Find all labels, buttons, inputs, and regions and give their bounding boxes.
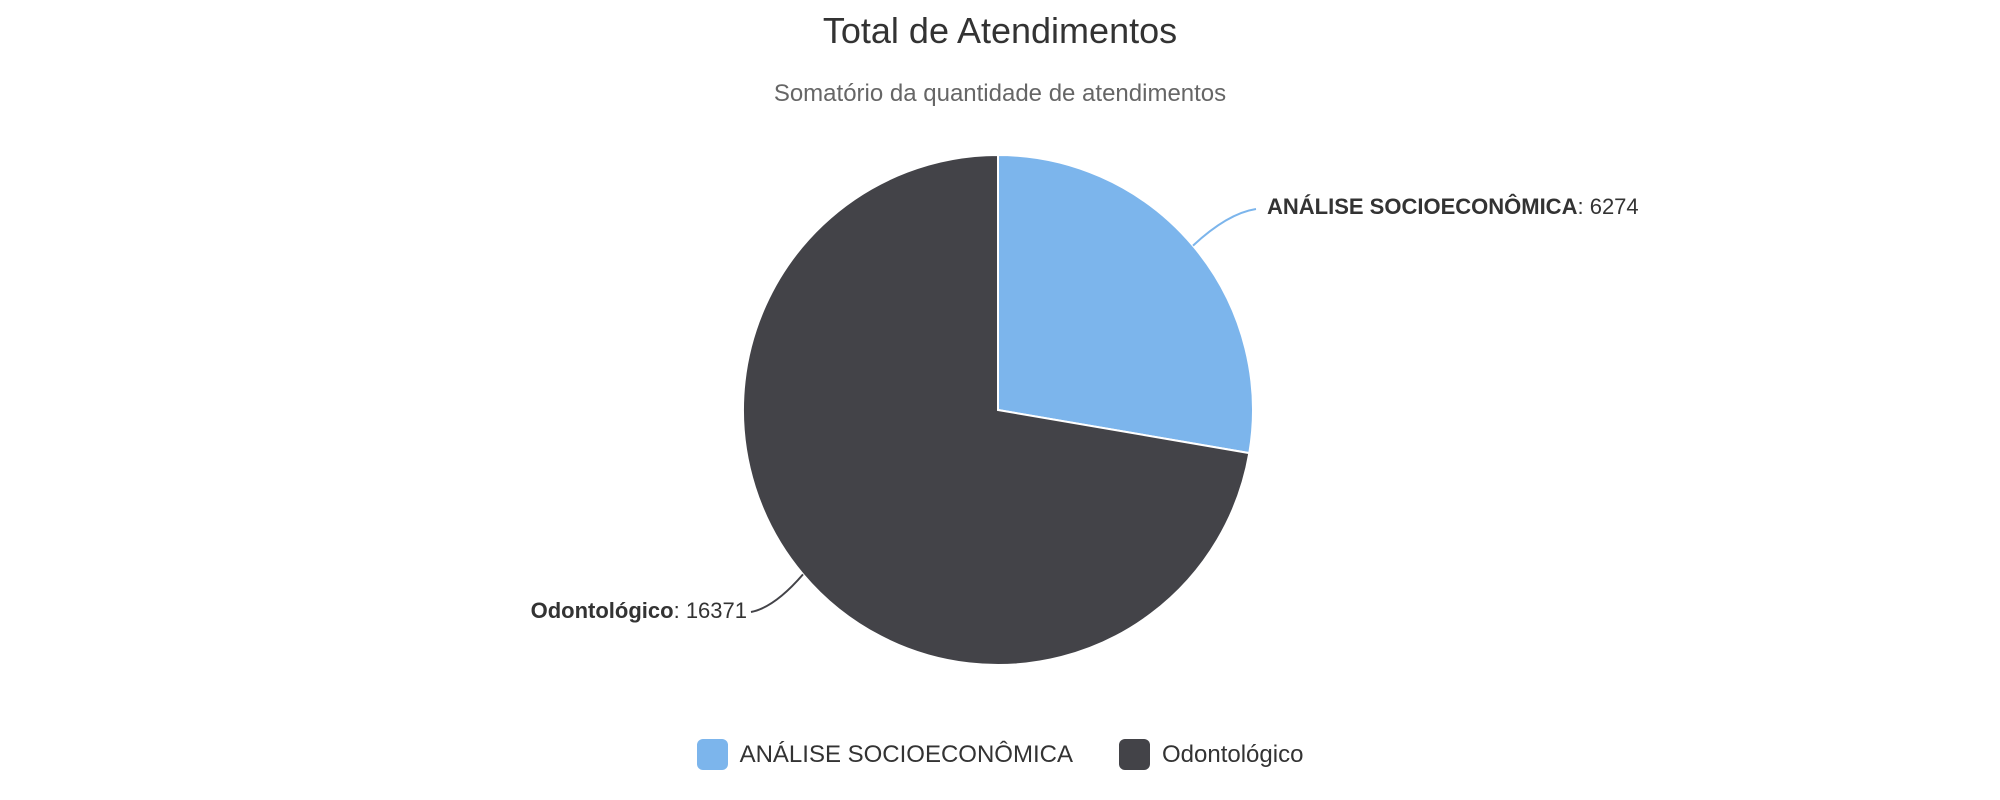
legend-item-analise-socioeconomica[interactable]: ANÁLISE SOCIOECONÔMICA (696, 739, 1073, 770)
label-connector-1 (750, 573, 804, 613)
data-label-value: 16371 (685, 598, 747, 623)
data-label-odontologico: Odontológico: 16371 (531, 596, 747, 626)
data-label-value: 6274 (1589, 194, 1639, 219)
data-label-name: ANÁLISE SOCIOECONÔMICA (1267, 194, 1578, 219)
legend: ANÁLISE SOCIOECONÔMICA Odontológico (0, 739, 2000, 770)
legend-symbol-odontologico (1118, 739, 1150, 770)
legend-symbol-analise-socioeconomica (696, 739, 728, 770)
pie-slice-1[interactable] (742, 153, 1251, 666)
pie-slice-0[interactable] (997, 153, 1254, 455)
label-connector-0 (1192, 208, 1257, 247)
legend-item-label: Odontológico (1161, 741, 1304, 768)
chart-subtitle: Somatório da quantidade de atendimentos (773, 80, 1227, 107)
legend-item-label: ANÁLISE SOCIOECONÔMICA (739, 741, 1073, 768)
data-label-analise-socioeconomica: ANÁLISE SOCIOECONÔMICA: 6274 (1267, 192, 1639, 222)
data-label-name: Odontológico (530, 598, 674, 623)
chart-title: Total de Atendimentos (822, 10, 1178, 51)
data-label-separator: : (673, 598, 686, 623)
legend-item-odontologico[interactable]: Odontológico (1118, 739, 1304, 770)
data-label-separator: : (1577, 194, 1590, 219)
